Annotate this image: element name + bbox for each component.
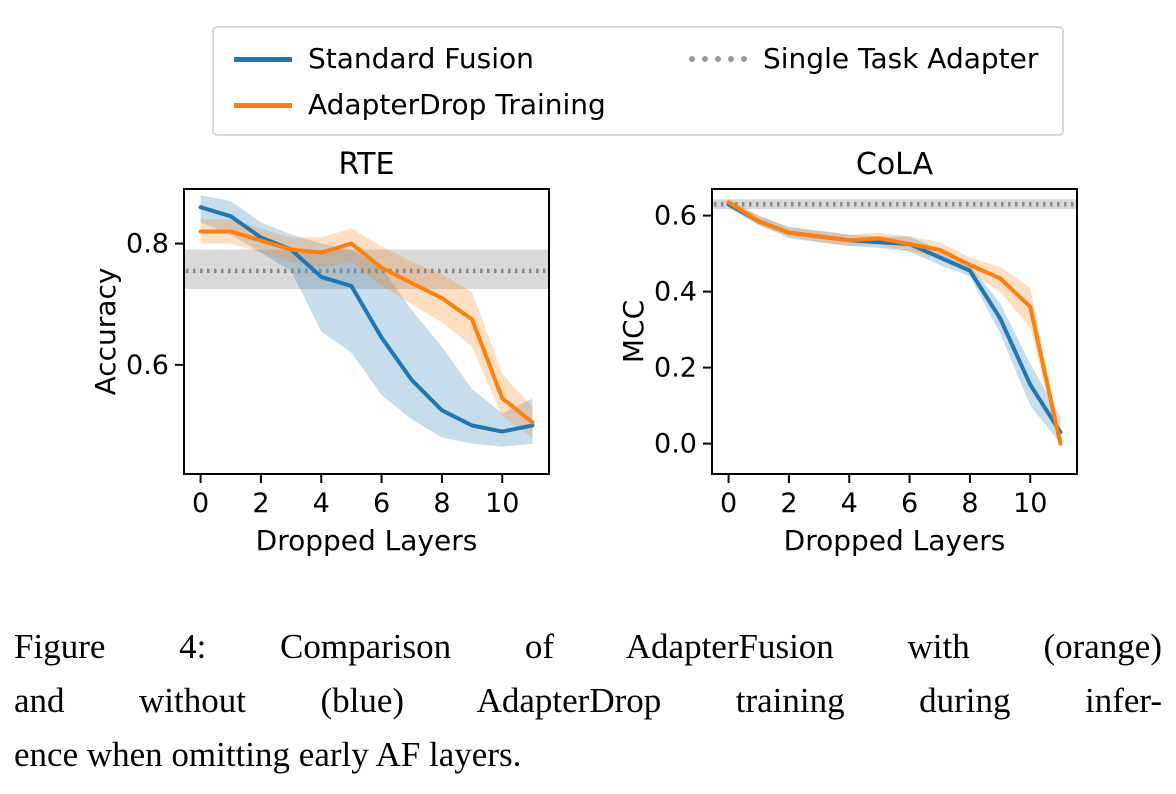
svg-text:0.6: 0.6 bbox=[126, 350, 169, 381]
charts-row: 0 2 4 6 8 10 0.6 0.8 RTE Dropped Layers Accuracy 0… bbox=[0, 144, 1176, 574]
caption-line: ence when omitting early AF layers. bbox=[14, 735, 522, 774]
legend-label: Single Task Adapter bbox=[763, 42, 1039, 75]
svg-text:2: 2 bbox=[780, 488, 797, 519]
svg-text:0.6: 0.6 bbox=[654, 201, 697, 232]
cola-chart: 0 2 4 6 8 10 0.0 0.2 0.4 0.6 CoLA Dropped Layers MCC bbox=[617, 147, 1078, 557]
legend-column-left: Standard Fusion AdapterDrop Training bbox=[234, 42, 689, 122]
svg-text:MCC: MCC bbox=[617, 300, 650, 363]
svg-text:10: 10 bbox=[1013, 488, 1047, 519]
legend-label: Standard Fusion bbox=[308, 42, 534, 75]
legend-label: AdapterDrop Training bbox=[308, 88, 606, 121]
svg-text:8: 8 bbox=[961, 488, 978, 519]
legend-item-adapterdrop-training: AdapterDrop Training bbox=[234, 88, 689, 122]
svg-text:Dropped Layers: Dropped Layers bbox=[256, 524, 478, 557]
svg-text:0: 0 bbox=[192, 488, 209, 519]
svg-text:2: 2 bbox=[252, 488, 269, 519]
legend-column-right: Single Task Adapter bbox=[689, 42, 1042, 76]
svg-text:6: 6 bbox=[373, 488, 390, 519]
svg-text:Dropped Layers: Dropped Layers bbox=[784, 524, 1006, 557]
svg-text:0.0: 0.0 bbox=[654, 429, 697, 460]
figure-caption: Figure 4: Comparison of AdapterFusion wi… bbox=[14, 620, 1162, 782]
svg-text:0: 0 bbox=[720, 488, 737, 519]
svg-text:0.2: 0.2 bbox=[654, 353, 697, 384]
solid-line-sample-icon bbox=[234, 56, 292, 62]
svg-text:4: 4 bbox=[313, 488, 330, 519]
chart-legend: Standard Fusion AdapterDrop Training Sin… bbox=[212, 26, 1064, 136]
svg-text:0.4: 0.4 bbox=[654, 277, 697, 308]
svg-text:4: 4 bbox=[841, 488, 858, 519]
svg-text:8: 8 bbox=[433, 488, 450, 519]
rte-chart: 0 2 4 6 8 10 0.6 0.8 RTE Dropped Layers Accuracy bbox=[89, 147, 550, 557]
solid-line-sample-icon bbox=[234, 102, 292, 108]
legend-item-single-task-adapter: Single Task Adapter bbox=[689, 42, 1042, 76]
svg-text:Accuracy: Accuracy bbox=[89, 268, 122, 396]
svg-text:10: 10 bbox=[485, 488, 519, 519]
svg-text:6: 6 bbox=[901, 488, 918, 519]
legend-item-standard-fusion: Standard Fusion bbox=[234, 42, 689, 76]
dotted-line-sample-icon bbox=[689, 56, 747, 62]
svg-text:0.8: 0.8 bbox=[126, 229, 169, 260]
svg-text:RTE: RTE bbox=[339, 147, 395, 182]
svg-text:CoLA: CoLA bbox=[856, 147, 934, 182]
caption-line: and without (blue) AdapterDrop training … bbox=[14, 681, 1162, 720]
caption-line: Figure 4: Comparison of AdapterFusion wi… bbox=[14, 627, 1162, 666]
